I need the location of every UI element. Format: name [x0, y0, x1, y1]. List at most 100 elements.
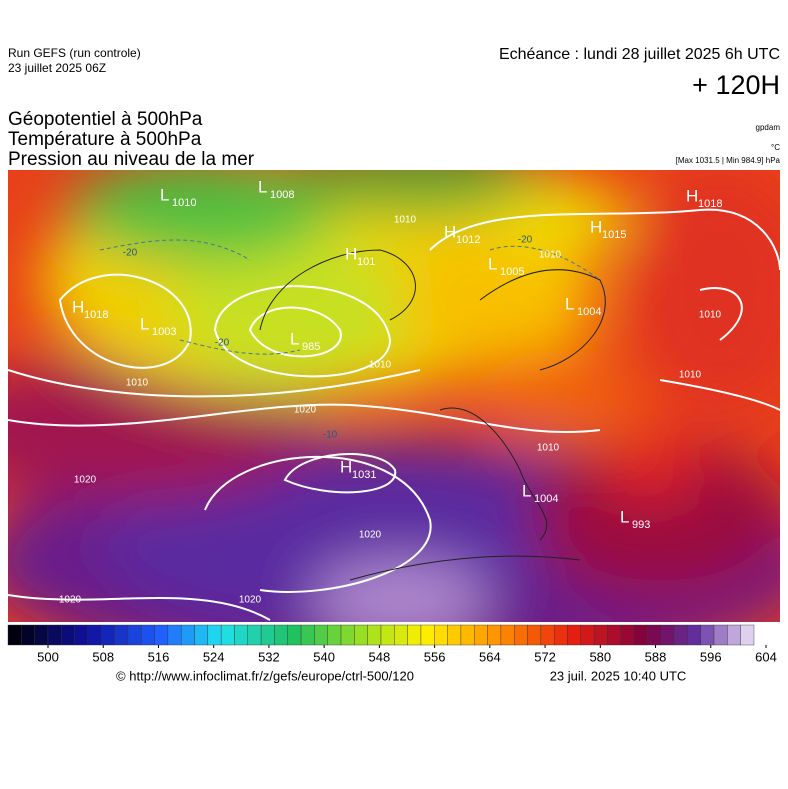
colorbar-swatch [460, 624, 475, 646]
colorbar-swatch [487, 624, 502, 646]
isoline-label: -20 [123, 248, 138, 259]
colorbar-swatch [367, 624, 382, 646]
colorbar-swatch [127, 624, 142, 646]
center-type: H [590, 217, 602, 236]
colorbar-label: 564 [479, 649, 501, 664]
center-value: 1008 [270, 189, 294, 201]
unit: [Max 1031.5 | Min 984.9] hPa [676, 156, 781, 165]
colorbar-label: 556 [424, 649, 446, 664]
colorbar-swatch [274, 624, 288, 646]
colorbar-swatch [407, 624, 422, 646]
isoline-label: 1020 [74, 475, 97, 486]
colorbar-label: 524 [203, 649, 225, 664]
colorbar-label: 540 [313, 649, 335, 664]
colorbar-swatch [260, 624, 275, 646]
forecast-time: Echéance : lundi 28 juillet 2025 6h UTC [499, 46, 780, 63]
colorbar-swatch [180, 624, 195, 646]
isoline-label: 1020 [239, 595, 262, 606]
colorbar-swatch [500, 624, 515, 646]
colorbar-label: 532 [258, 649, 280, 664]
colorbar-swatch [247, 624, 262, 646]
center-value: 1031 [352, 469, 376, 481]
colorbar-swatch [141, 624, 155, 646]
colorbar-label: 572 [534, 649, 556, 664]
isoline-label: 1020 [294, 405, 317, 416]
center-type: H [686, 186, 698, 205]
colorbar-swatch [593, 624, 608, 646]
center-type: L [258, 177, 267, 196]
colorbar-swatch [687, 624, 701, 646]
center-value: 1018 [698, 198, 722, 210]
center-value: 1003 [152, 326, 176, 338]
colorbar-swatch [740, 624, 755, 646]
colorbar-label: 500 [37, 649, 59, 664]
isoline-label: 1010 [126, 378, 149, 389]
center-type: L [488, 254, 497, 273]
colorbar-swatch [154, 624, 169, 646]
center-value: 1004 [534, 493, 558, 505]
center-value: 1004 [577, 306, 601, 318]
colorbar-swatch [287, 624, 302, 646]
run: Run GEFS (run controle) [8, 46, 141, 60]
colorbar-swatch [74, 624, 89, 646]
colorbar-swatch [21, 624, 35, 646]
colorbar-label: 604 [755, 649, 777, 664]
colorbar-swatch [540, 624, 555, 646]
colorbar-swatch [527, 624, 542, 646]
center-type: L [522, 481, 531, 500]
center-type: L [160, 185, 169, 204]
center-type: H [345, 244, 357, 263]
colorbar-swatch [434, 624, 448, 646]
colorbar-swatch [340, 624, 355, 646]
center-type: L [620, 507, 629, 526]
colorbar-swatch [660, 624, 675, 646]
colorbar-swatch [194, 624, 209, 646]
isoline-label: 1010 [679, 370, 702, 381]
colorbar-label: 548 [369, 649, 391, 664]
source-url: © http://www.infoclimat.fr/z/gefs/europe… [116, 668, 414, 683]
isoline-label: 1010 [537, 443, 560, 454]
center-value: 993 [632, 519, 650, 531]
colorbar-swatch [553, 624, 568, 646]
colorbar-swatch [87, 624, 102, 646]
center-type: L [290, 329, 299, 348]
isoline-label: -20 [215, 338, 230, 349]
colorbar-label: 580 [589, 649, 611, 664]
isoline-label: 1010 [369, 360, 392, 371]
colorbar-label: 596 [700, 649, 722, 664]
isoline-label: 1020 [59, 595, 82, 606]
colorbar-swatch [234, 624, 248, 646]
center-type: L [565, 294, 574, 313]
colorbar-swatch [447, 624, 462, 646]
unit: gpdam [756, 123, 781, 132]
colorbar-swatch [514, 624, 528, 646]
center-value: 1005 [500, 266, 524, 278]
colorbar-swatch [620, 624, 635, 646]
isoline-label: 1010 [699, 310, 722, 321]
colorbar-swatch [567, 624, 582, 646]
center-value: 101 [357, 256, 375, 268]
colorbar-swatch [327, 624, 342, 646]
center-type: H [444, 222, 456, 241]
timestamp: 23 juil. 2025 10:40 UTC [550, 668, 687, 683]
colorbar-swatch [314, 624, 328, 646]
center-value: 1018 [84, 309, 108, 321]
colorbar-swatch [354, 624, 368, 646]
colorbar-swatch [633, 624, 648, 646]
isoline-label: 1010 [394, 215, 417, 226]
colorbar-swatch [700, 624, 715, 646]
colorbar-swatch [713, 624, 728, 646]
colorbar-swatch [207, 624, 222, 646]
unit: °C [771, 143, 780, 152]
colorbar-swatch [114, 624, 129, 646]
colorbar-swatch [727, 624, 741, 646]
colorbar-swatch [47, 624, 62, 646]
colorbar-swatch [673, 624, 688, 646]
colorbar-label: 588 [645, 649, 667, 664]
title: Pression au niveau de la mer [8, 149, 255, 170]
center-type: L [140, 314, 149, 333]
lead-time: + 120H [692, 70, 780, 100]
colorbar-swatch [474, 624, 488, 646]
